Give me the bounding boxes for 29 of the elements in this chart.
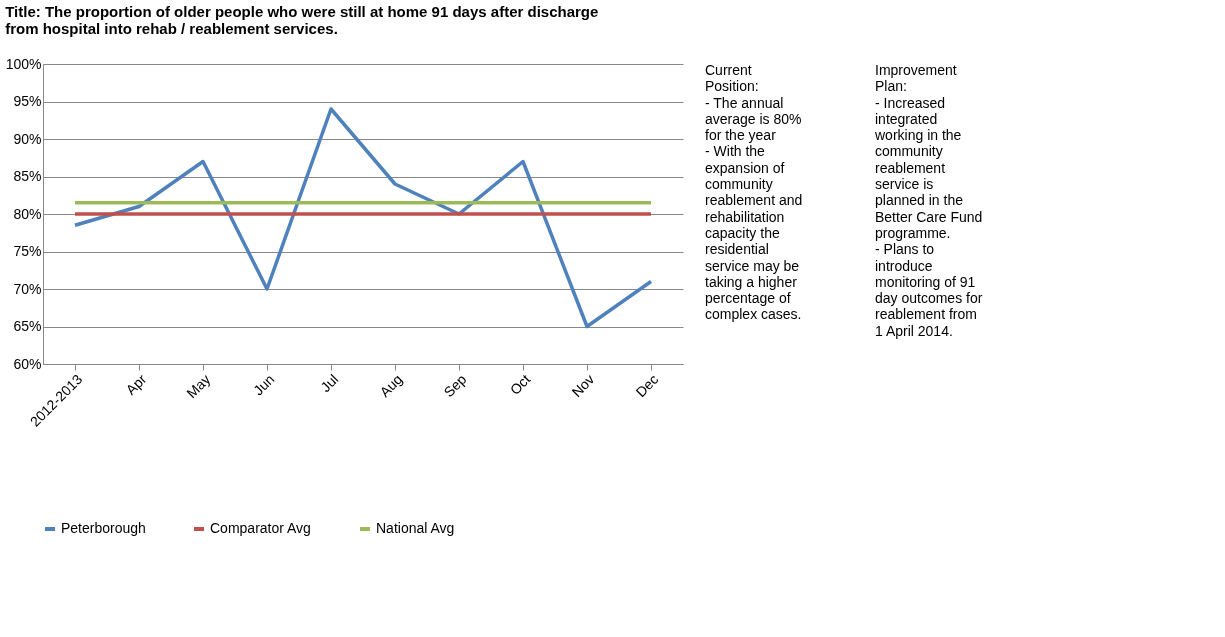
x-tick-label: May	[183, 371, 214, 402]
x-tick-label: Nov	[568, 371, 598, 401]
legend-label: Peterborough	[61, 520, 146, 536]
chart-title: Title: The proportion of older people who were still at home 91 days after discharge from hospital into rehab / reablement services.	[5, 3, 599, 37]
x-tick-label: Sep	[440, 370, 470, 401]
y-tick-label: 75%	[13, 243, 42, 259]
text: Current Position:	[705, 62, 759, 95]
y-tick-label: 90%	[13, 130, 42, 147]
y-tick-label: 80%	[13, 205, 42, 222]
x-tick-label: Dec	[632, 371, 662, 401]
legend-label: Comparator Avg	[210, 520, 311, 536]
x-tick-label: Aug	[376, 371, 406, 401]
legend-label: National Avg	[376, 520, 455, 536]
y-tick-label: 70%	[13, 280, 42, 297]
y-tick-label: 65%	[13, 318, 42, 334]
text: - The annual average is 80% for the year	[705, 94, 802, 144]
text: Improvement Plan:	[875, 62, 957, 95]
x-tick-label: Apr	[122, 370, 150, 398]
x-tick-label: Oct	[506, 371, 534, 398]
y-tick-label: 60%	[13, 355, 42, 372]
y-tick-label: 95%	[13, 93, 42, 109]
x-tick-label: Jun	[250, 371, 278, 399]
y-tick-label: 100%	[5, 55, 42, 72]
x-tick-label: Jul	[317, 371, 342, 396]
y-tick-label: 85%	[13, 168, 42, 184]
text: - With the expansion of community reablement and rehabilitation capacity the residential service may be taking a higher percentage of complex cases.	[705, 143, 803, 323]
text: - Plans to introduce monitoring of 91 day outcomes for reablement from 1 April 2014.	[875, 241, 983, 339]
text: - Increased integrated working in the community reablement service is planned in the Better Care Fund programme.	[875, 94, 983, 241]
line-series	[73, 107, 653, 329]
